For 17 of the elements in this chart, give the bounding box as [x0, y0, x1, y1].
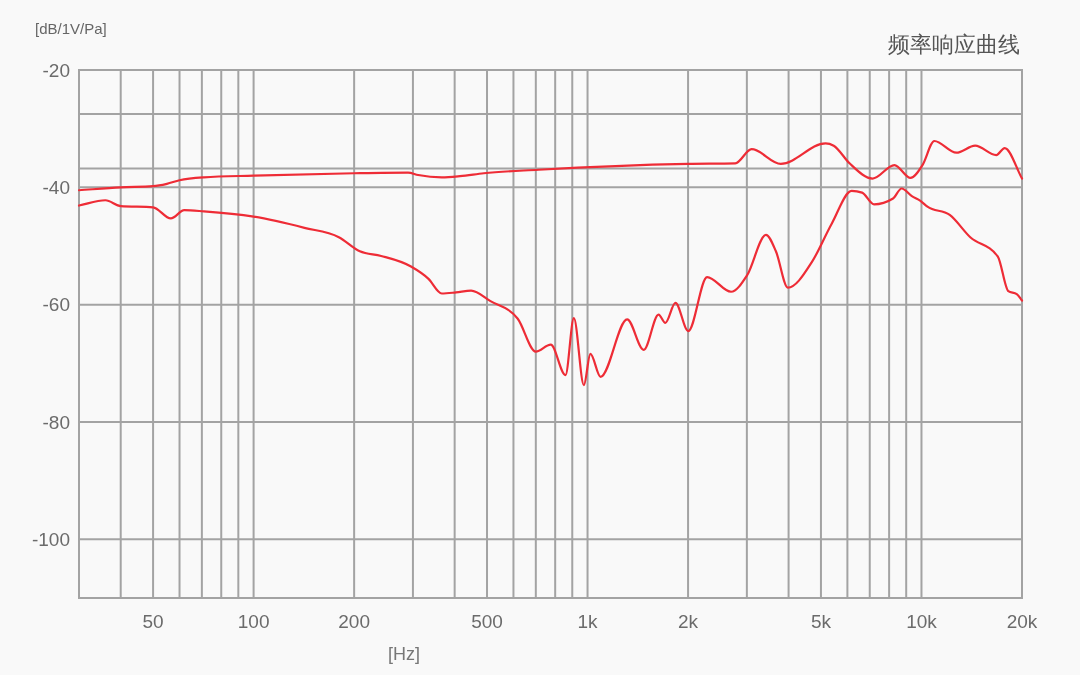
y-axis-title: [dB/1V/Pa]	[35, 20, 107, 37]
x-tick-label: 1k	[577, 611, 599, 632]
x-tick-label: 5k	[810, 611, 832, 632]
x-tick-label: 200	[338, 611, 370, 632]
y-tick-label: -20	[42, 59, 70, 81]
x-tick-label: 2k	[678, 611, 699, 632]
y-tick-label: -60	[42, 294, 70, 316]
y-tick-label: -100	[31, 528, 70, 550]
y-tick-label: -80	[42, 411, 70, 433]
x-axis-title: [Hz]	[387, 644, 421, 664]
x-tick-label: 10k	[906, 611, 938, 632]
x-tick-label: 100	[237, 611, 270, 632]
x-tick-label: 500	[471, 611, 503, 632]
x-tick-label: 20k	[1006, 611, 1038, 632]
chart-title: 频率响应曲线	[888, 32, 1020, 57]
y-tick-label: -40	[42, 176, 70, 198]
x-tick-label: 50	[142, 611, 164, 632]
